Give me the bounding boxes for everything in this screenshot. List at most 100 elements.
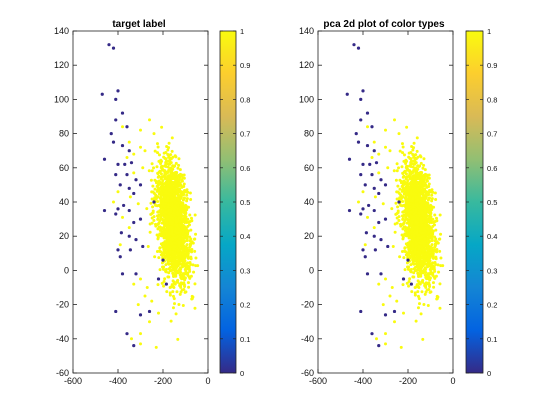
point-label-1 [410, 290, 414, 294]
point-label-1 [166, 175, 170, 179]
point-label-1 [419, 180, 423, 184]
point-label-1 [152, 198, 156, 202]
point-label-1 [182, 253, 186, 257]
point-label-1 [429, 208, 433, 212]
point-label-1 [154, 193, 158, 197]
point-label-1 [411, 198, 415, 202]
point-label-1 [425, 263, 429, 267]
point-label-1 [422, 249, 426, 253]
point-label-1 [173, 154, 177, 158]
point-label-1 [168, 285, 172, 289]
point-label-1 [370, 156, 374, 160]
point-label-1 [409, 263, 413, 267]
point-label-0 [127, 186, 131, 190]
point-label-0 [128, 248, 132, 252]
point-label-1 [426, 201, 430, 205]
point-label-1 [423, 292, 427, 296]
point-label-1 [164, 223, 168, 227]
point-label-1 [403, 196, 407, 200]
colorbar-tick-label: 0 [487, 369, 491, 378]
point-label-1 [157, 221, 161, 225]
point-label-1 [156, 175, 160, 179]
point-label-1 [441, 264, 445, 268]
point-label-1 [393, 118, 396, 122]
point-label-1 [171, 155, 175, 159]
point-label-1 [165, 144, 169, 148]
point-label-1 [173, 241, 177, 245]
point-label-0 [138, 217, 143, 221]
point-label-1 [417, 264, 421, 268]
point-label-1 [426, 303, 430, 307]
point-label-1 [174, 220, 178, 224]
point-label-1 [186, 253, 190, 257]
point-label-1 [428, 188, 432, 192]
point-label-1 [375, 337, 378, 341]
point-label-1 [424, 196, 428, 200]
point-label-1 [431, 281, 435, 285]
point-label-1 [155, 142, 159, 146]
point-label-1 [164, 151, 168, 155]
point-label-1 [170, 222, 174, 226]
point-label-1 [419, 205, 423, 209]
colorbar-tick-label: 0.1 [487, 335, 497, 344]
point-label-1 [415, 214, 419, 218]
point-label-1 [402, 153, 406, 157]
point-label-1 [419, 227, 423, 231]
point-label-1 [156, 210, 160, 214]
point-label-1 [158, 268, 162, 272]
colorbar-tick-label: 0.7 [240, 130, 250, 139]
point-label-0 [359, 309, 363, 314]
point-label-1 [404, 172, 408, 176]
point-label-1 [413, 183, 417, 187]
point-label-0 [125, 125, 129, 129]
point-label-1 [162, 226, 166, 230]
point-label-1 [148, 118, 151, 122]
point-label-1 [405, 242, 409, 246]
point-label-1 [397, 215, 401, 219]
colorbar-tick-label: 1 [240, 27, 244, 36]
data-points [345, 43, 445, 349]
point-label-0 [161, 258, 165, 262]
point-label-1 [187, 275, 191, 279]
point-label-1 [398, 149, 402, 153]
point-label-0 [347, 208, 352, 213]
point-label-1 [399, 224, 403, 228]
point-label-1 [401, 236, 405, 240]
point-label-0 [361, 89, 365, 93]
point-label-1 [432, 285, 436, 289]
point-label-1 [411, 184, 415, 188]
colorbar-tick-label: 0.3 [240, 266, 250, 275]
point-label-1 [166, 198, 170, 202]
point-label-1 [166, 208, 170, 212]
point-label-1 [182, 276, 186, 280]
point-label-0 [372, 186, 376, 190]
point-label-0 [367, 203, 371, 208]
point-label-1 [178, 252, 182, 256]
point-label-1 [178, 210, 182, 214]
point-label-1 [177, 178, 181, 182]
point-label-1 [160, 181, 164, 185]
point-label-1 [399, 181, 403, 185]
point-label-1 [408, 172, 412, 176]
point-label-0 [354, 132, 358, 136]
point-label-1 [381, 303, 385, 307]
point-label-1 [431, 253, 435, 257]
point-label-1 [181, 244, 185, 248]
point-label-1 [171, 271, 175, 275]
point-label-1 [423, 237, 427, 241]
point-label-1 [155, 233, 159, 237]
point-label-0 [156, 277, 161, 281]
point-label-1 [419, 161, 423, 165]
point-label-1 [405, 192, 409, 196]
point-label-1 [172, 171, 176, 175]
point-label-1 [438, 306, 442, 310]
point-label-1 [408, 156, 412, 160]
point-label-1 [411, 205, 415, 209]
point-label-1 [162, 232, 166, 236]
point-label-1 [397, 166, 401, 170]
point-label-1 [153, 255, 157, 259]
point-label-1 [132, 282, 136, 286]
point-label-1 [190, 248, 194, 252]
point-label-1 [178, 168, 182, 172]
point-label-0 [127, 234, 131, 238]
